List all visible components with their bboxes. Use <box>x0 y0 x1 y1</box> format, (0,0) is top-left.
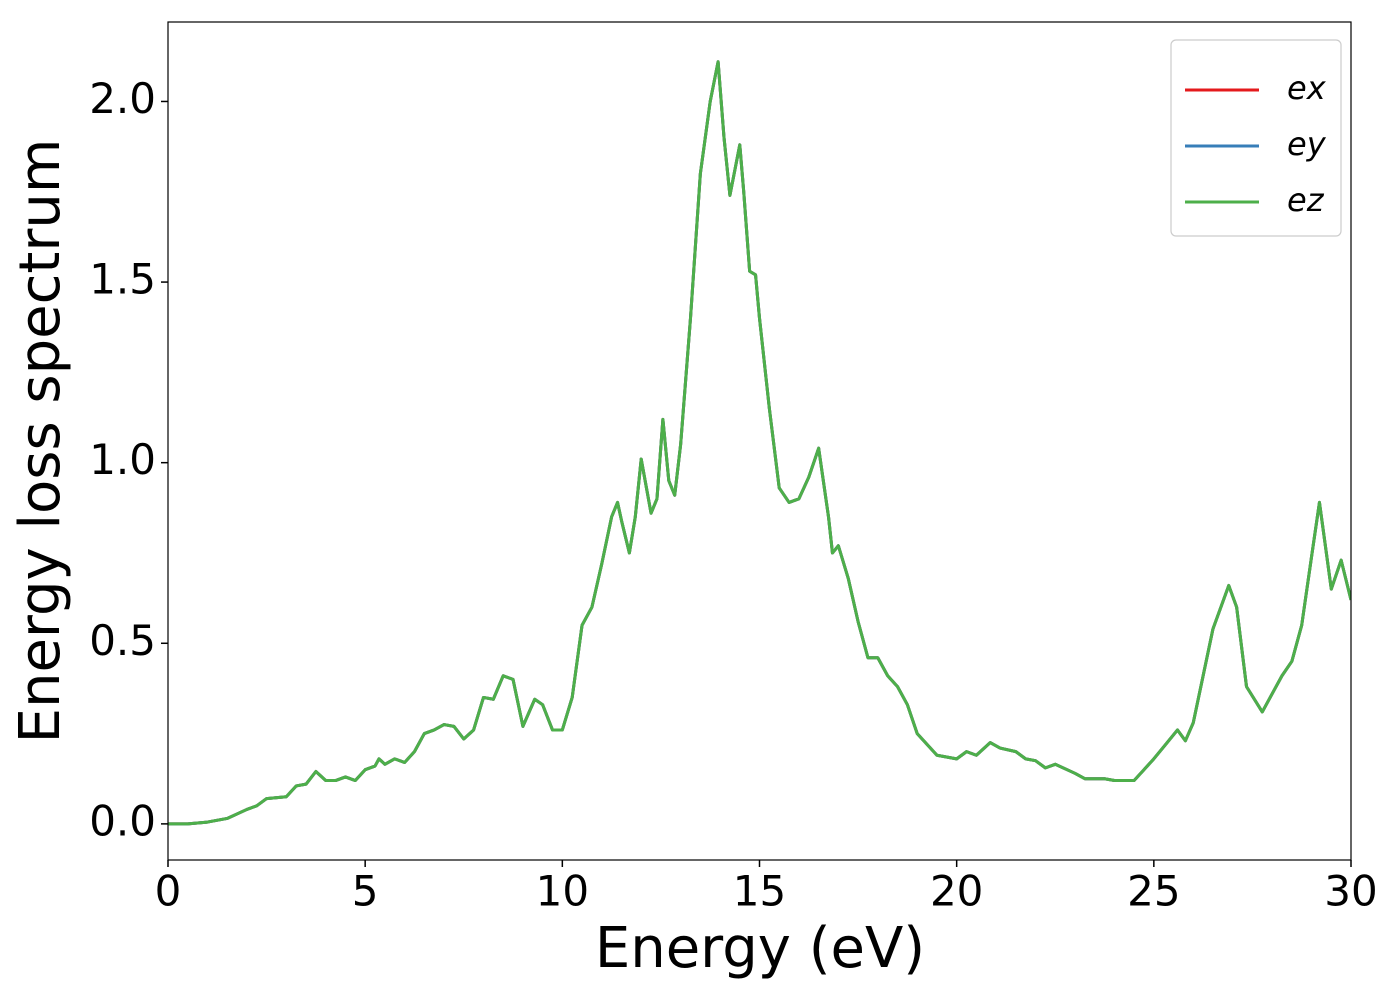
x-tick-label: 20 <box>930 867 983 916</box>
y-tick-label: 0.5 <box>89 616 156 665</box>
x-tick-label: 25 <box>1127 867 1180 916</box>
plot-frame <box>167 21 1352 861</box>
legend-label: ex <box>1287 69 1327 107</box>
y-tick-label: 0.0 <box>89 796 156 845</box>
y-tick-label: 1.0 <box>89 435 156 484</box>
x-tick-label: 30 <box>1324 867 1377 916</box>
legend-label: ez <box>1287 181 1325 219</box>
y-tick-label: 2.0 <box>89 74 156 123</box>
x-tick-label: 5 <box>352 867 379 916</box>
legend-label: ey <box>1287 125 1327 163</box>
x-tick-label: 10 <box>536 867 589 916</box>
x-tick-label: 15 <box>733 867 786 916</box>
line-series <box>168 60 1351 826</box>
x-axis-label: Energy (eV) <box>595 916 925 981</box>
y-axis-label: Energy loss spectrum <box>8 139 73 744</box>
x-tick-label: 0 <box>155 867 182 916</box>
y-tick-label: 1.5 <box>89 255 156 304</box>
